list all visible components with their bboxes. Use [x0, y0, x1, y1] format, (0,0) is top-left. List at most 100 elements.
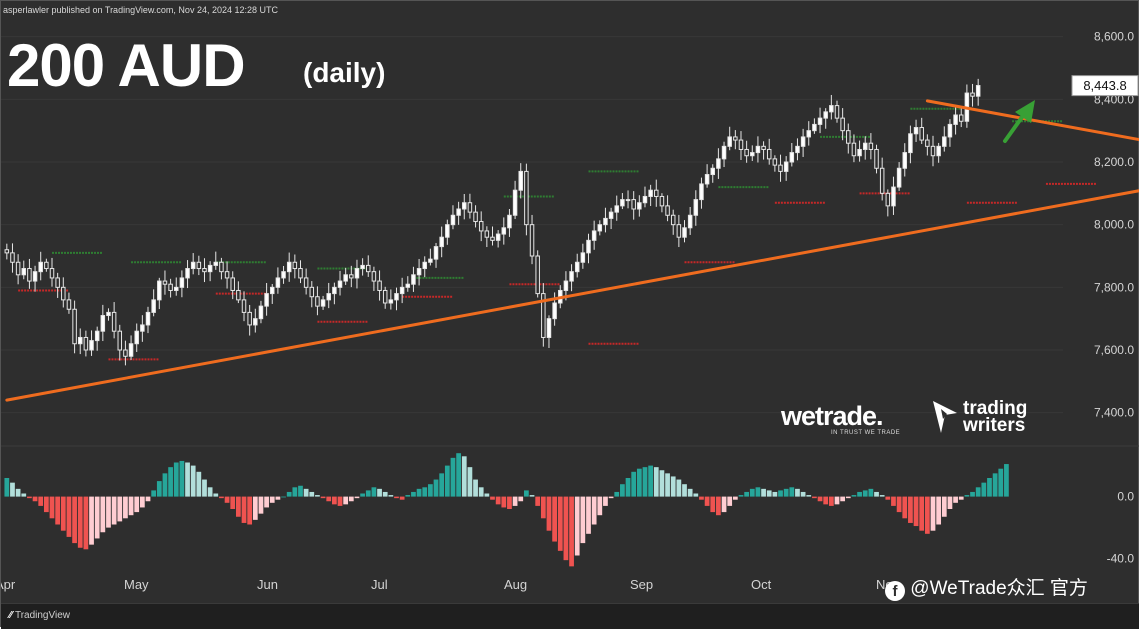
- candle-up: [817, 117, 823, 125]
- candle-down: [665, 205, 670, 216]
- trendlines: [5, 99, 1139, 402]
- histogram-bar-negative: [704, 496, 710, 506]
- arrow-head-icon: [1015, 100, 1035, 123]
- histogram-bar-negative: [936, 496, 942, 525]
- candle-up: [151, 299, 156, 313]
- histogram-bar-negative: [727, 496, 733, 506]
- histogram-bar-negative: [699, 496, 704, 500]
- histogram-bar-positive: [456, 453, 461, 497]
- histogram-bar-positive: [687, 488, 693, 497]
- candle-up: [795, 145, 800, 154]
- histogram-bar-negative: [230, 496, 236, 509]
- wetrade-logo: wetrade. IN TRUST WE TRADE: [781, 401, 921, 441]
- candle-up: [902, 152, 908, 169]
- candle-down: [778, 164, 783, 172]
- candle-up: [337, 280, 343, 288]
- histogram-bar-positive: [772, 491, 778, 497]
- histogram-bar-negative: [66, 496, 72, 537]
- tradingview-logo[interactable]: ⁄⁄ TradingView: [9, 610, 70, 621]
- histogram-bar-negative: [924, 496, 930, 534]
- histogram-bar-positive: [987, 478, 992, 497]
- candle-down: [202, 268, 207, 273]
- candle-down: [744, 148, 749, 157]
- candle-up: [806, 130, 812, 138]
- histogram-bar-negative: [247, 496, 253, 525]
- histogram-bar-positive: [682, 484, 687, 497]
- candle-down: [382, 289, 388, 304]
- histogram-bar-negative: [941, 496, 947, 517]
- chart-subtitle: (daily): [303, 57, 386, 88]
- wetrade-wordmark: wetrade.: [781, 401, 884, 431]
- candle-down: [224, 271, 230, 279]
- histogram-bar-positive: [371, 487, 377, 497]
- candle-up: [286, 261, 292, 273]
- histogram-bar-negative: [264, 496, 269, 508]
- candle-down: [49, 268, 55, 279]
- histogram-bar-positive: [207, 487, 213, 497]
- candle-up: [552, 302, 557, 320]
- candle-down: [111, 311, 117, 332]
- candle-down: [535, 255, 540, 295]
- candle-down: [236, 289, 241, 301]
- candle-up: [687, 214, 693, 229]
- histogram-bar-positive: [806, 495, 812, 497]
- candle-up: [360, 264, 365, 270]
- month-tick-label: Apr: [1, 577, 16, 592]
- histogram-bar-negative: [603, 496, 608, 506]
- histogram-bar-positive: [693, 493, 699, 497]
- candle-down: [247, 311, 252, 326]
- histogram-bar-positive: [281, 496, 286, 498]
- month-tick-label: Aug: [504, 577, 527, 592]
- histogram-bar-negative: [100, 496, 106, 533]
- trading-writers-icon: [933, 401, 957, 433]
- histogram-bar-positive: [529, 495, 535, 497]
- histogram-bar-negative: [552, 496, 557, 542]
- candle-up: [456, 208, 461, 216]
- candle-down: [879, 167, 885, 194]
- histogram-bar-positive: [783, 488, 789, 497]
- histogram-bar-positive: [749, 488, 755, 497]
- histogram-bar-positive: [998, 468, 1004, 497]
- candle-up: [21, 268, 27, 276]
- histogram-bar-positive: [450, 457, 456, 497]
- histogram-bar-negative: [134, 496, 140, 513]
- candle-down: [930, 145, 936, 157]
- histogram-tick-label: -40.0: [1107, 552, 1135, 566]
- histogram-bar-positive: [636, 468, 642, 497]
- candle-up: [789, 152, 795, 163]
- candle-up: [614, 205, 619, 213]
- histogram-bar-negative: [586, 496, 591, 534]
- candle-up: [501, 227, 507, 235]
- candle-down: [4, 249, 10, 254]
- candle-up: [439, 236, 444, 248]
- histogram-bar-negative: [348, 496, 354, 502]
- candle-down: [241, 299, 247, 313]
- candle-down: [851, 142, 857, 157]
- candle-up: [563, 280, 569, 291]
- histogram-bar-positive: [970, 491, 975, 497]
- histogram-bar-positive: [868, 488, 874, 497]
- histogram-bar-positive: [478, 487, 484, 497]
- histogram-bar-negative: [43, 496, 49, 513]
- histogram-bar-negative: [139, 496, 145, 508]
- histogram-bar-negative: [258, 496, 264, 514]
- histogram-bar-negative: [94, 496, 100, 539]
- month-tick-label: Jun: [257, 577, 278, 592]
- histogram-bar-negative: [394, 496, 399, 499]
- candle-up: [800, 136, 806, 147]
- histogram-bar-positive: [439, 473, 445, 497]
- candle-up: [591, 230, 597, 241]
- price-tick-label: 7,800.0: [1094, 280, 1134, 294]
- histogram-bar-negative: [828, 496, 834, 506]
- histogram-bar-negative: [930, 496, 936, 531]
- histogram-bar-positive: [309, 491, 315, 497]
- histogram-bar-negative: [557, 496, 563, 551]
- candle-up: [281, 271, 286, 279]
- candle-up: [190, 261, 196, 270]
- histogram-bar-positive: [388, 495, 394, 497]
- candle-up: [823, 111, 828, 119]
- candle-up: [275, 277, 281, 288]
- histogram-bar-negative: [896, 496, 902, 513]
- candle-down: [733, 136, 738, 141]
